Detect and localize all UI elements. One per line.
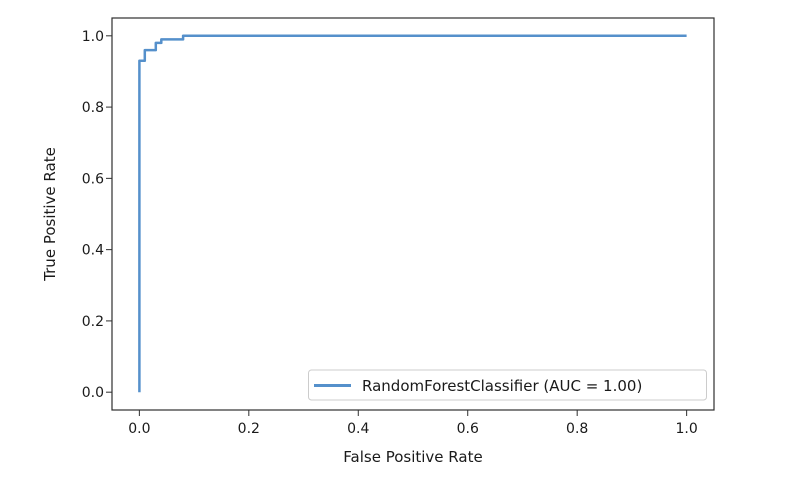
x-tick-label: 0.2 [238,421,260,437]
y-tick-label: 0.8 [82,100,104,116]
y-axis-ticks: 0.0 0.2 0.4 0.6 0.8 1.0 [82,29,112,401]
legend-label: RandomForestClassifier (AUC = 1.00) [362,377,642,395]
x-axis-label: False Positive Rate [343,448,482,466]
x-axis-ticks: 0.0 0.2 0.4 0.6 0.8 1.0 [128,410,698,437]
y-tick-label: 0.6 [82,171,104,187]
legend-box [308,369,707,401]
y-axis-label: True Positive Rate [41,147,59,282]
x-tick-label: 0.4 [347,421,369,437]
x-tick-label: 1.0 [676,421,698,437]
y-tick-label: 1.0 [82,29,104,45]
y-tick-label: 0.4 [82,243,104,259]
x-tick-label: 0.0 [128,421,150,437]
roc-curve-line [138,34,687,393]
x-tick-label: 0.8 [566,421,588,437]
legend: RandomForestClassifier (AUC = 1.00) [308,369,707,401]
plot-area-spines [111,17,715,411]
x-tick-label: 0.6 [457,421,479,437]
y-tick-label: 0.2 [82,314,104,330]
y-tick-label: 0.0 [82,385,104,401]
